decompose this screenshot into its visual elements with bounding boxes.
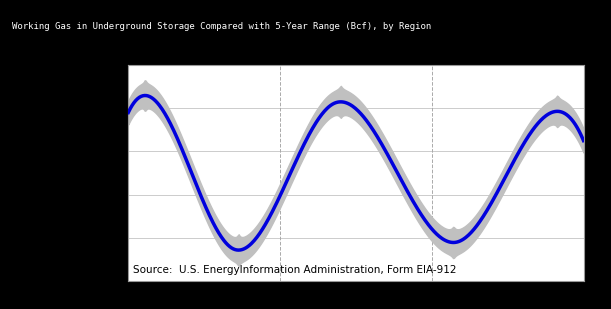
Text: Working Gas in Underground Storage Compared with 5-Year Range (Bcf), by Region: Working Gas in Underground Storage Compa… xyxy=(12,22,431,31)
Text: Source:  U.S. EnergyInformation Administration, Form EIA-912: Source: U.S. EnergyInformation Administr… xyxy=(133,265,456,275)
